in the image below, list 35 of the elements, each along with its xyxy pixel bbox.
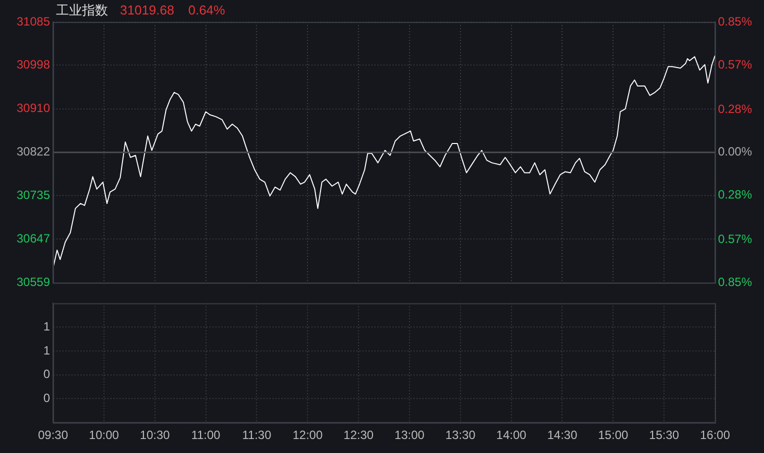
y2-tick-label: 0.28% — [718, 102, 752, 116]
y2-tick-label: 0.57% — [718, 57, 752, 72]
text: 31019.68 — [120, 2, 174, 18]
y-tick-label: 30910 — [16, 101, 50, 116]
y2-tick-label: 0.00% — [718, 144, 752, 159]
x-tick-label: 14:30 — [547, 428, 578, 442]
x-tick-label: 12:30 — [344, 428, 374, 442]
y-tick-label: 30822 — [16, 144, 50, 159]
y-tick-label: 0 — [43, 367, 50, 382]
x-tick-label: 09:30 — [38, 428, 68, 442]
x-tick-label: 13:00 — [394, 428, 425, 442]
y-tick-label: 30998 — [16, 57, 50, 72]
y2-tick-label: 0.85% — [718, 14, 752, 28]
x-tick-label: 13:30 — [445, 428, 476, 442]
x-tick-label: 15:00 — [598, 428, 628, 442]
chart-title: 工业指数 — [56, 2, 108, 18]
y-tick-label: 31085 — [16, 14, 50, 28]
x-tick-label: 10:00 — [88, 428, 120, 442]
y-tick-label: 30559 — [16, 275, 50, 290]
y-tick-label: 1 — [43, 343, 50, 358]
y2-tick-label: 0.85% — [718, 275, 752, 290]
x-tick-label: 11:00 — [191, 428, 221, 442]
y-tick-label: 0 — [43, 391, 50, 406]
x-tick-label: 12:00 — [292, 428, 323, 442]
y2-tick-label: 0.28% — [718, 188, 752, 202]
y-tick-label: 1 — [43, 319, 50, 334]
x-tick-label: 15:30 — [649, 428, 680, 442]
y-tick-label: 30735 — [16, 188, 50, 202]
x-tick-label: 14:00 — [496, 428, 527, 442]
x-tick-label: 11:30 — [242, 428, 272, 442]
x-tick-label: 16:00 — [700, 428, 730, 442]
x-tick-label: 10:30 — [140, 428, 170, 442]
y-tick-label: 30647 — [16, 231, 50, 246]
y2-tick-label: 0.57% — [718, 232, 752, 246]
text: 0.64% — [188, 2, 226, 18]
